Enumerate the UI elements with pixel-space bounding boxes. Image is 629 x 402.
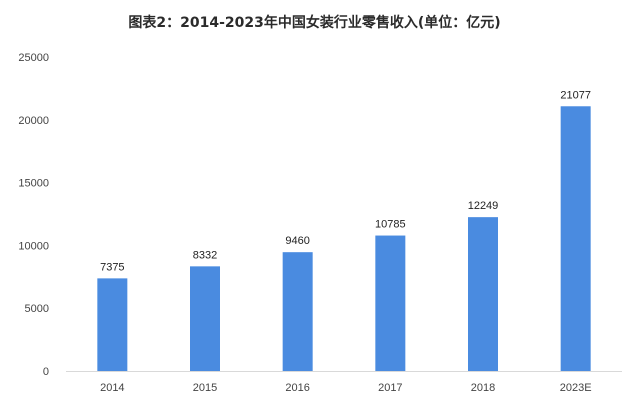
- x-tick-label: 2015: [193, 382, 217, 394]
- data-label: 7375: [100, 261, 124, 273]
- bar: [468, 217, 498, 371]
- y-tick-label: 20000: [18, 115, 49, 127]
- data-label: 21077: [560, 89, 591, 101]
- bar: [282, 252, 313, 371]
- x-tick-label: 2016: [285, 382, 309, 394]
- bar: [190, 266, 220, 371]
- y-tick-label: 10000: [18, 240, 49, 252]
- data-label: 12249: [468, 200, 499, 212]
- data-labels: 7375 8332 9460 10785 12249 21077: [100, 89, 591, 273]
- x-tick-label: 2017: [378, 382, 402, 394]
- bar-series: [97, 106, 591, 371]
- data-label: 10785: [375, 219, 406, 231]
- x-tick-label: 2023E: [560, 382, 592, 394]
- y-tick-label: 0: [43, 366, 49, 378]
- y-tick-label: 15000: [18, 178, 49, 190]
- x-tick-label: 2018: [471, 382, 495, 394]
- x-axis: 2014 2015 2016 2017 2018 2023E: [100, 382, 591, 394]
- y-tick-label: 5000: [25, 303, 49, 315]
- y-axis: 0 5000 10000 15000 20000 25000: [18, 52, 49, 378]
- x-tick-label: 2014: [100, 382, 124, 394]
- bar: [97, 278, 128, 371]
- data-label: 8332: [193, 249, 217, 261]
- data-label: 9460: [285, 235, 309, 247]
- y-tick-label: 25000: [18, 52, 49, 64]
- bar: [560, 106, 591, 371]
- chart-title: 图表2：2014-2023年中国女装行业零售收入(单位：亿元): [128, 15, 501, 31]
- bar: [375, 235, 406, 371]
